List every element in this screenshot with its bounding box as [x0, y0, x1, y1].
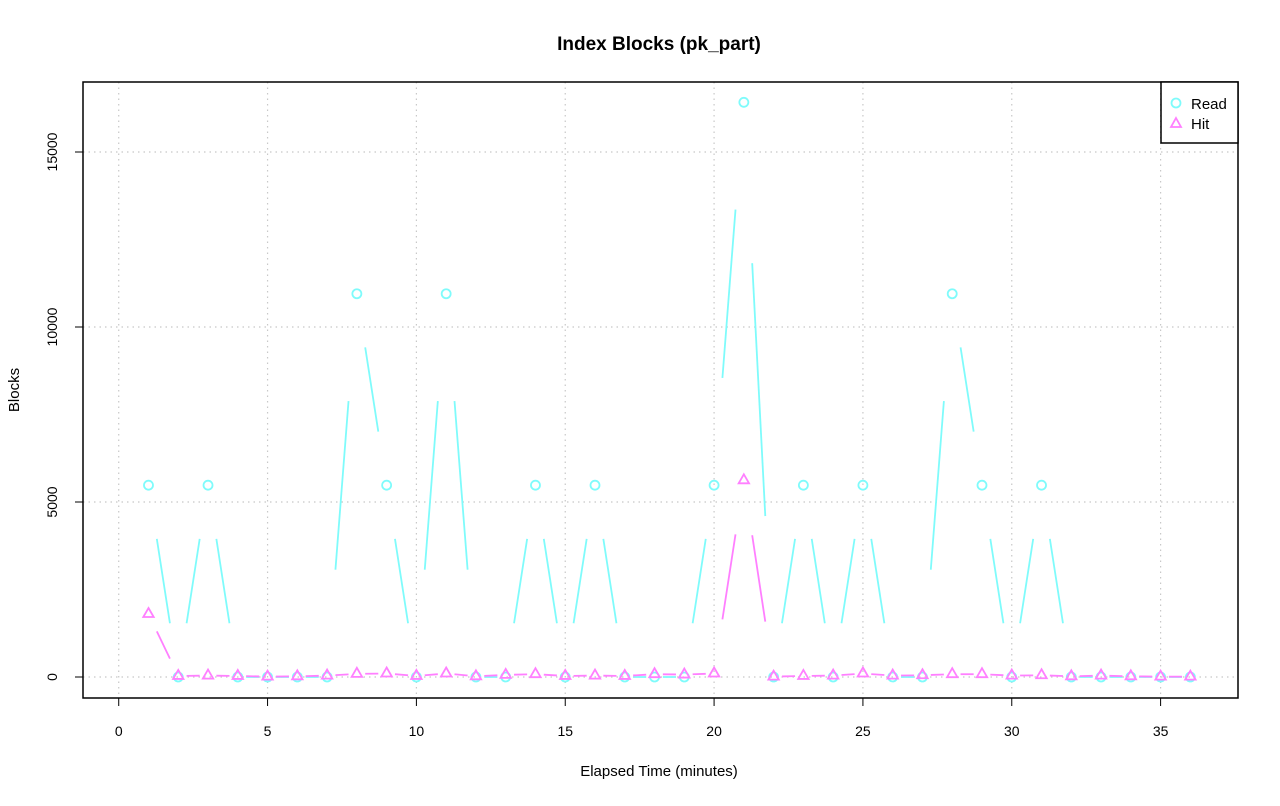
hit-line-segment: [157, 631, 170, 658]
y-tick-label: 0: [44, 673, 60, 681]
hit-point: [143, 608, 153, 617]
x-tick-label: 25: [855, 723, 871, 739]
read-point: [739, 98, 748, 107]
read-line-segment: [722, 210, 735, 378]
hit-line-segment: [633, 675, 646, 676]
read-point: [352, 289, 361, 298]
read-point: [948, 289, 957, 298]
read-line-segment: [514, 539, 527, 623]
x-tick-label: 35: [1153, 723, 1169, 739]
y-tick-label: 15000: [44, 132, 60, 171]
read-line-segment: [812, 539, 825, 623]
plot-frame: [83, 82, 1238, 698]
series-read: [144, 98, 1195, 682]
chart-title: Index Blocks (pk_part): [557, 34, 761, 55]
read-line-segment: [603, 539, 616, 623]
read-point: [977, 481, 986, 490]
read-point: [204, 481, 213, 490]
read-line-segment: [335, 401, 348, 570]
read-line-segment: [574, 539, 587, 623]
hit-point: [441, 668, 451, 677]
x-tick-label: 15: [557, 723, 573, 739]
y-tick-label: 10000: [44, 307, 60, 346]
hit-line-segment: [722, 534, 735, 619]
hit-point: [977, 668, 987, 677]
legend-hit-label: Hit: [1191, 116, 1210, 133]
hit-line-segment: [752, 535, 765, 621]
hit-line-segment: [425, 674, 438, 675]
hit-point: [1036, 669, 1046, 678]
series-layer: [143, 98, 1195, 682]
axes: 0 5 10 15 20 25 30 35 0 5000 10000 15000: [44, 132, 1169, 739]
read-line-segment: [782, 539, 795, 623]
read-line-segment: [693, 539, 706, 623]
read-point: [710, 481, 719, 490]
read-line-segment: [1050, 539, 1063, 623]
read-point: [382, 481, 391, 490]
hit-line-segment: [871, 674, 884, 675]
read-line-segment: [841, 539, 854, 623]
read-point: [442, 289, 451, 298]
grid-lines: [83, 82, 1238, 698]
read-point: [531, 481, 540, 490]
read-line-segment: [157, 539, 170, 623]
read-line-segment: [544, 539, 557, 623]
legend: Read Hit: [1161, 82, 1238, 143]
hit-line-segment: [841, 674, 854, 675]
hit-point: [530, 668, 540, 677]
read-line-segment: [365, 347, 378, 431]
series-hit: [143, 474, 1195, 679]
read-line-segment: [961, 347, 974, 431]
read-line-segment: [187, 539, 200, 623]
hit-point: [381, 668, 391, 677]
y-tick-label: 5000: [44, 486, 60, 517]
hit-line-segment: [544, 675, 557, 676]
read-line-segment: [871, 539, 884, 623]
read-line-segment: [425, 401, 438, 570]
x-tick-label: 0: [115, 723, 123, 739]
x-tick-label: 5: [264, 723, 272, 739]
hit-line-segment: [990, 675, 1003, 676]
x-tick-label: 20: [706, 723, 722, 739]
hit-point: [739, 474, 749, 483]
hit-line-segment: [395, 674, 408, 675]
hit-line-segment: [455, 674, 468, 675]
read-line-segment: [216, 539, 229, 623]
hit-line-segment: [335, 674, 348, 675]
legend-read-label: Read: [1191, 96, 1227, 113]
hit-line-segment: [484, 675, 497, 676]
read-point: [1037, 481, 1046, 490]
x-axis-label: Elapsed Time (minutes): [580, 763, 738, 780]
x-tick-label: 30: [1004, 723, 1020, 739]
read-line-segment: [1020, 539, 1033, 623]
hit-point: [352, 668, 362, 677]
read-point: [799, 481, 808, 490]
read-line-segment: [752, 263, 765, 516]
hit-point: [203, 670, 213, 679]
read-line-segment: [990, 539, 1003, 623]
hit-point: [798, 670, 808, 679]
read-point: [591, 481, 600, 490]
read-point: [144, 481, 153, 490]
read-line-segment: [395, 539, 408, 623]
read-line-segment: [455, 401, 468, 570]
hit-point: [947, 668, 957, 677]
x-tick-label: 10: [409, 723, 425, 739]
y-axis-label: Blocks: [6, 368, 23, 412]
read-line-segment: [931, 401, 944, 570]
read-point: [858, 481, 867, 490]
